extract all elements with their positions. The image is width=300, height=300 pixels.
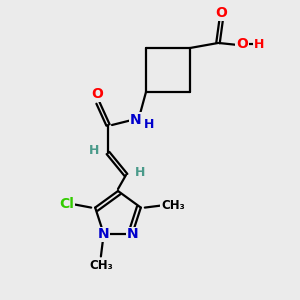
Text: H: H (135, 167, 145, 179)
Text: Cl: Cl (60, 196, 75, 211)
Text: N: N (98, 227, 110, 242)
Text: H: H (89, 145, 99, 158)
Text: CH₃: CH₃ (161, 199, 185, 212)
Text: O: O (236, 37, 248, 51)
Text: O: O (91, 87, 103, 101)
Text: O: O (215, 6, 227, 20)
Text: N: N (126, 227, 138, 242)
Text: N: N (130, 113, 142, 127)
Text: CH₃: CH₃ (89, 259, 113, 272)
Text: H: H (144, 118, 154, 131)
Text: H: H (254, 38, 264, 50)
